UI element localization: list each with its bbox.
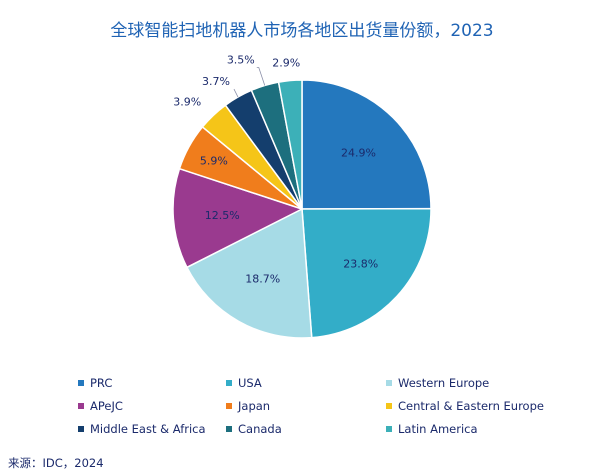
data-label-prc: 24.9% bbox=[341, 146, 376, 159]
data-label-middle-east-africa: 3.7% bbox=[202, 75, 230, 88]
legend-swatch bbox=[386, 426, 392, 432]
legend-swatch bbox=[226, 380, 232, 386]
legend-item: PRC bbox=[78, 376, 112, 390]
chart-title: 全球智能扫地机器人市场各地区出货量份额，2023 bbox=[110, 21, 494, 41]
legend-swatch bbox=[226, 426, 232, 432]
legend-label: Western Europe bbox=[398, 376, 490, 390]
data-label-japan: 5.9% bbox=[200, 154, 228, 167]
legend-item: APeJC bbox=[78, 399, 123, 413]
data-label-usa: 23.8% bbox=[343, 257, 378, 270]
data-label-western-europe: 18.7% bbox=[245, 273, 280, 286]
legend-item: Latin America bbox=[386, 422, 478, 436]
leader-line bbox=[256, 67, 266, 86]
pie-slice-prc bbox=[301, 79, 432, 210]
legend-item: Middle East & Africa bbox=[78, 422, 206, 436]
pie-slice-western-europe bbox=[185, 207, 313, 339]
pie-chart: 24.9% 23.8% 18.7% 12.5% 5.9% 3.9%3.7% 3.5% 2.9% bbox=[172, 53, 432, 339]
legend-label: Latin America bbox=[398, 422, 478, 436]
legend-swatch bbox=[386, 403, 392, 409]
legend-swatch bbox=[386, 380, 392, 386]
source-note: 来源：IDC，2024 bbox=[8, 456, 104, 470]
leader-line bbox=[233, 88, 239, 98]
legend-swatch bbox=[78, 403, 84, 409]
legend-label: Japan bbox=[238, 399, 271, 413]
pie-slice-usa bbox=[301, 207, 432, 339]
legend-label: PRC bbox=[90, 376, 113, 390]
legend-item: Western Europe bbox=[386, 376, 489, 390]
data-label-apejc: 12.5% bbox=[205, 209, 240, 222]
pie-slice-latin-america bbox=[277, 79, 303, 210]
legend-label: APeJC bbox=[90, 399, 123, 413]
legend-label: Central & Eastern Europe bbox=[398, 399, 544, 413]
pie-slice-apejc bbox=[172, 167, 304, 269]
data-label-canada: 3.5% bbox=[227, 53, 255, 66]
legend-swatch bbox=[226, 403, 232, 409]
legend-item: USA bbox=[226, 376, 262, 390]
data-label-latin-america: 2.9% bbox=[272, 57, 300, 70]
legend-item: Japan bbox=[226, 399, 270, 413]
legend-label: Middle East & Africa bbox=[90, 422, 206, 436]
data-label-central-eastern-europe: 3.9% bbox=[173, 95, 201, 108]
legend-label: Canada bbox=[238, 422, 282, 436]
legend-item: Canada bbox=[226, 422, 282, 436]
legend-item: Central & Eastern Europe bbox=[386, 399, 544, 413]
legend-swatch bbox=[78, 426, 84, 432]
legend-label: USA bbox=[238, 376, 262, 390]
legend-swatch bbox=[78, 380, 84, 386]
